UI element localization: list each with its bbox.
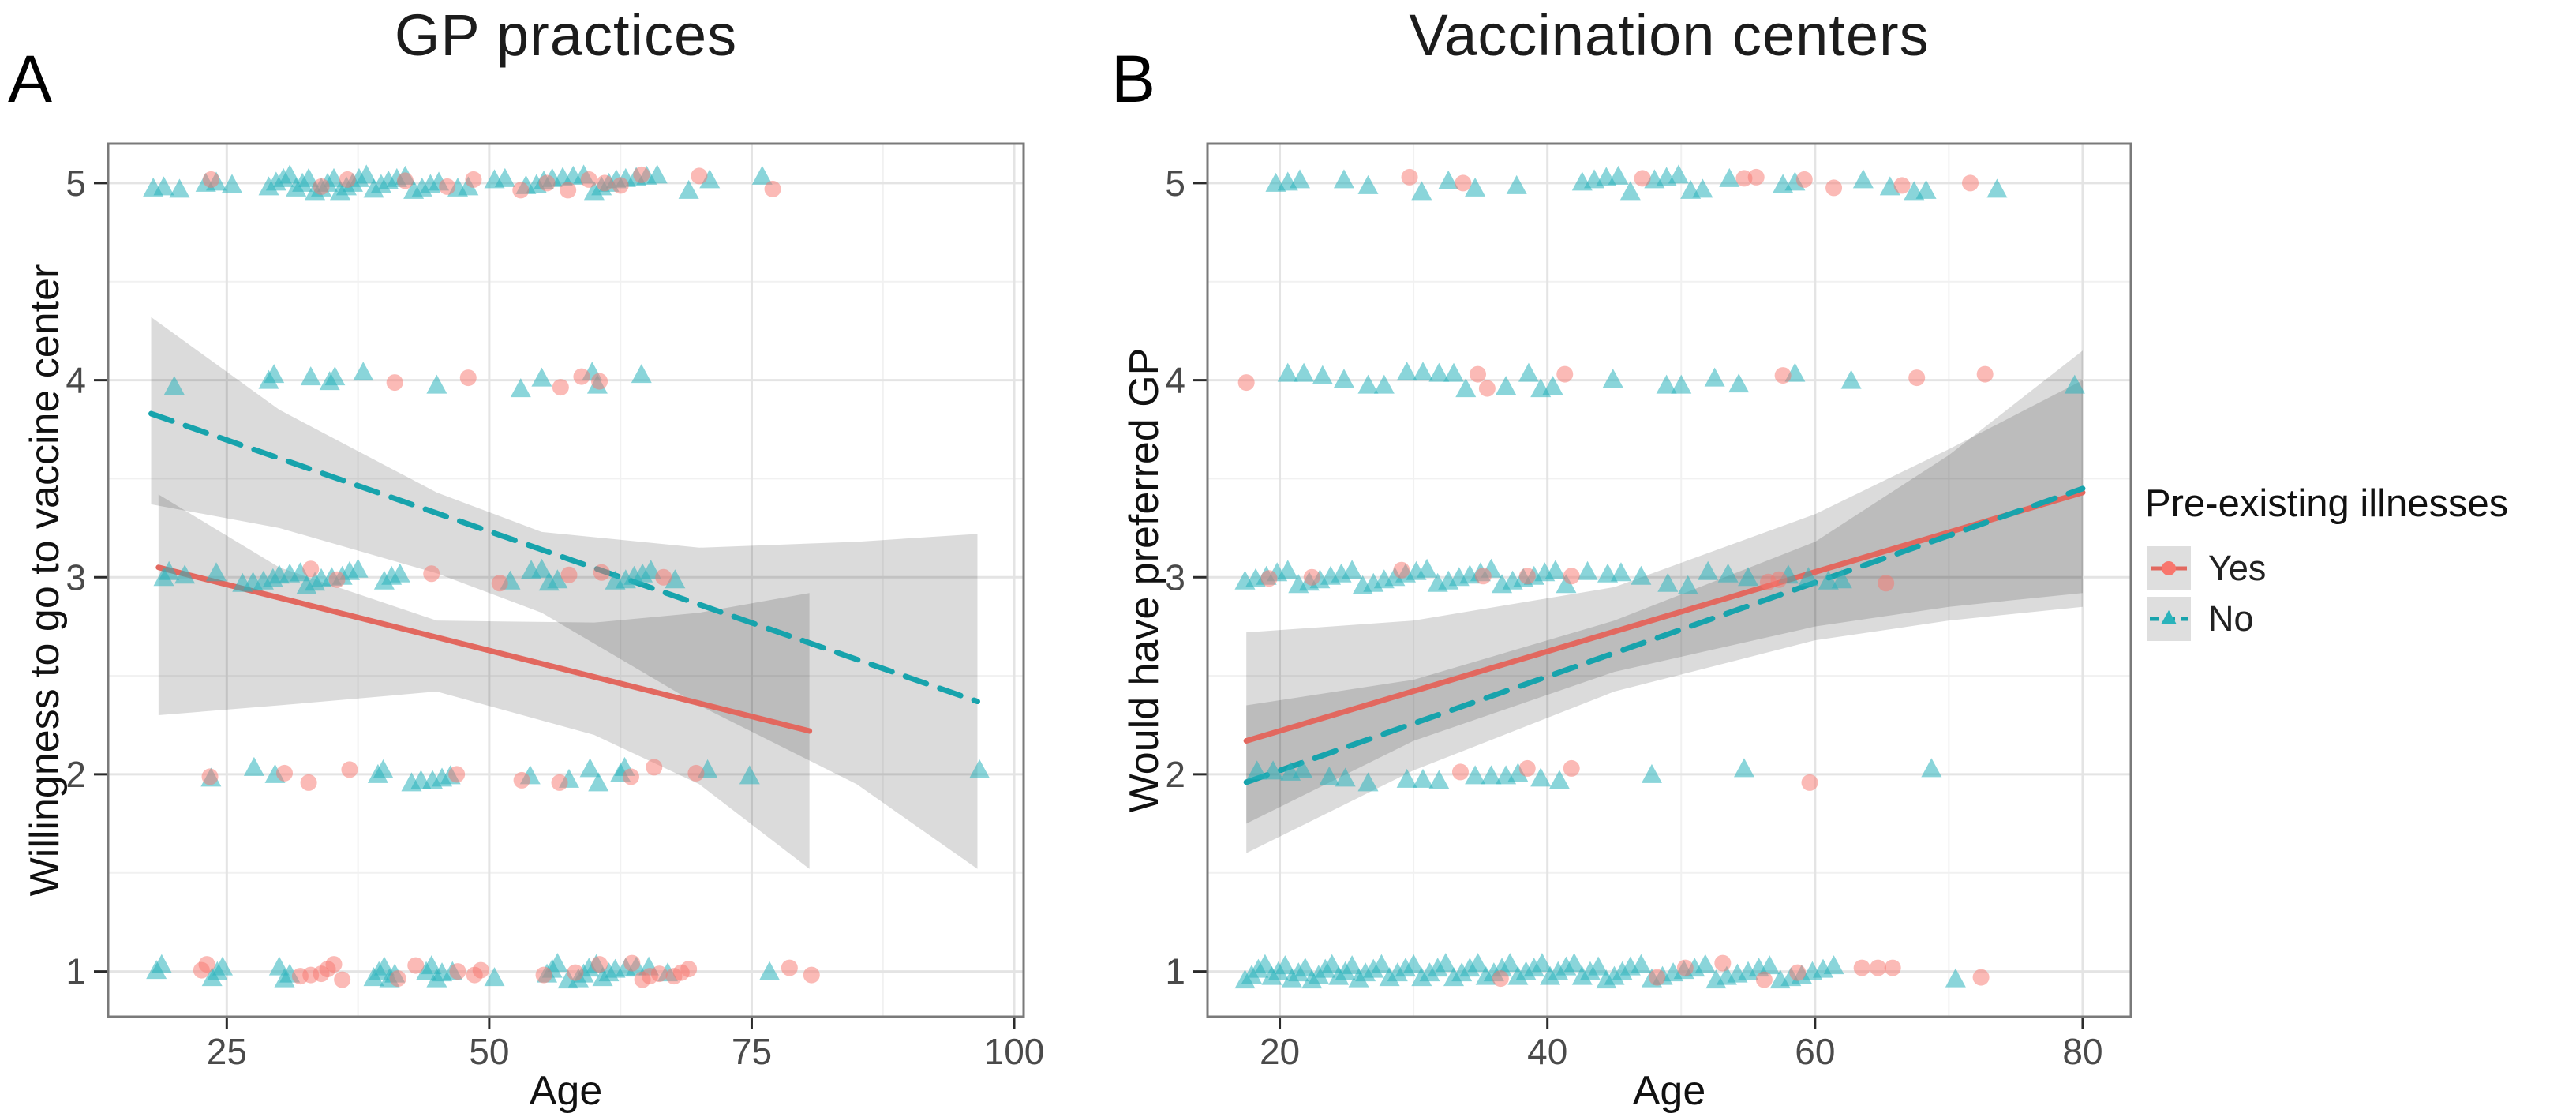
svg-text:5: 5: [66, 163, 86, 204]
svg-text:100: 100: [984, 1031, 1045, 1072]
legend: Pre-existing illnesses Yes No: [2145, 482, 2576, 647]
legend-key-yes-line-circle-icon: [2147, 546, 2191, 590]
svg-text:2: 2: [66, 754, 86, 795]
panel-a-plot: 25 50 75 100 1 2 3 4 5: [66, 142, 1045, 1072]
panel-b-plot: 20 40 60 80 1 2 3 4 5: [1165, 142, 2132, 1072]
panel-a-x-axis-label: Age: [529, 1068, 603, 1114]
svg-text:40: 40: [1527, 1031, 1567, 1072]
legend-label-no: No: [2208, 598, 2254, 639]
panel-a-title: GP practices: [394, 2, 738, 68]
legend-label-yes: Yes: [2208, 548, 2267, 588]
svg-text:80: 80: [2062, 1031, 2102, 1072]
svg-text:2: 2: [1165, 754, 1185, 795]
svg-text:60: 60: [1795, 1031, 1835, 1072]
legend-key-no-dashed-triangle-icon: [2147, 597, 2191, 641]
panel-b-title: Vaccination centers: [1409, 2, 1930, 68]
panel-a-tag: A: [8, 42, 53, 116]
svg-text:4: 4: [66, 360, 86, 401]
svg-text:50: 50: [469, 1031, 509, 1072]
legend-item-no: No: [2147, 597, 2576, 641]
legend-title: Pre-existing illnesses: [2145, 482, 2509, 525]
svg-text:75: 75: [732, 1031, 772, 1072]
panel-b-x-axis-label: Age: [1632, 1068, 1706, 1114]
svg-text:1: 1: [1165, 951, 1185, 992]
svg-text:5: 5: [1165, 163, 1185, 204]
svg-text:4: 4: [1165, 360, 1185, 401]
svg-text:3: 3: [1165, 557, 1185, 598]
svg-text:25: 25: [207, 1031, 247, 1072]
legend-item-yes: Yes: [2147, 546, 2576, 590]
svg-text:20: 20: [1260, 1031, 1300, 1072]
svg-text:1: 1: [66, 951, 86, 992]
panel-b-tag: B: [1111, 42, 1156, 116]
svg-text:3: 3: [66, 557, 86, 598]
